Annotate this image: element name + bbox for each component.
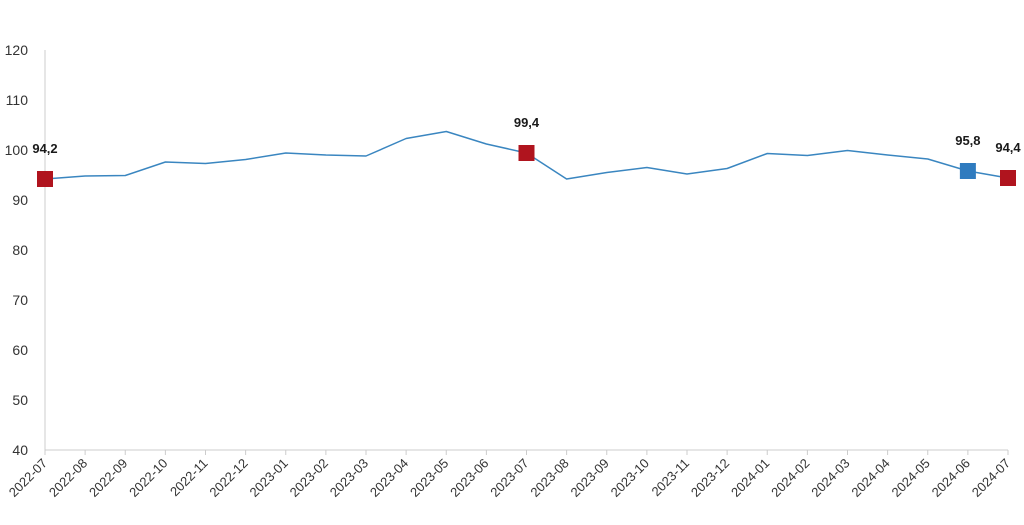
x-tick-label: 2024-07: [969, 456, 1013, 500]
y-tick-label: 80: [12, 242, 28, 258]
x-tick-label: 2022-07: [6, 456, 50, 500]
x-tick-label: 2024-06: [929, 456, 973, 500]
x-tick-label: 2024-05: [889, 456, 933, 500]
y-tick-label: 110: [6, 92, 29, 108]
x-tick-label: 2023-03: [327, 456, 371, 500]
y-tick-label: 90: [12, 192, 28, 208]
axes: [44, 50, 1008, 451]
x-tick-label: 2024-01: [728, 456, 772, 500]
x-tick-label: 2022-09: [86, 456, 130, 500]
x-tick-label: 2024-03: [808, 456, 852, 500]
x-tick-label: 2023-12: [688, 456, 732, 500]
x-tick-label: 2023-11: [648, 456, 692, 500]
data-label: 99,4: [514, 115, 540, 130]
x-tick-label: 2022-10: [126, 456, 170, 500]
data-label: 94,4: [995, 140, 1021, 155]
y-tick-label: 70: [12, 292, 28, 308]
x-tick-label: 2023-07: [487, 456, 531, 500]
highlight-marker: [37, 171, 53, 187]
x-tick-label: 2023-09: [568, 456, 612, 500]
label-layer: 94,2 99,4 95,8 94,4: [32, 115, 1021, 156]
y-tick-label: 40: [12, 442, 28, 458]
y-tick-label: 120: [5, 42, 29, 58]
y-tick-label: 60: [12, 342, 28, 358]
x-tick-label: 2024-04: [848, 456, 892, 500]
x-tick-label: 2023-06: [447, 456, 491, 500]
marker-layer: [37, 145, 1016, 187]
data-label: 95,8: [955, 133, 980, 148]
y-tick-label: 100: [5, 142, 29, 158]
data-label: 94,2: [32, 141, 57, 156]
x-tick-label: 2022-08: [46, 456, 90, 500]
highlight-marker: [959, 163, 976, 179]
x-tick-label: 2023-01: [247, 456, 291, 500]
x-tick-label: 2022-11: [167, 456, 211, 500]
x-tick-label: 2023-04: [367, 456, 411, 500]
y-axis-ticks: 40 50 60 70 80 90 100 110 120: [5, 42, 29, 458]
x-tick-label: 2023-10: [608, 456, 652, 500]
y-tick-label: 50: [12, 392, 28, 408]
highlight-marker: [518, 145, 535, 161]
highlight-marker: [1000, 170, 1016, 186]
x-tick-label: 2023-02: [287, 456, 331, 500]
x-tick-label: 2023-05: [407, 456, 451, 500]
x-tick-label: 2024-02: [768, 456, 812, 500]
x-axis-ticks: 2022-072022-082022-092022-102022-112022-…: [6, 450, 1013, 500]
x-tick-label: 2023-08: [527, 456, 571, 500]
x-tick-label: 2022-12: [206, 456, 250, 500]
